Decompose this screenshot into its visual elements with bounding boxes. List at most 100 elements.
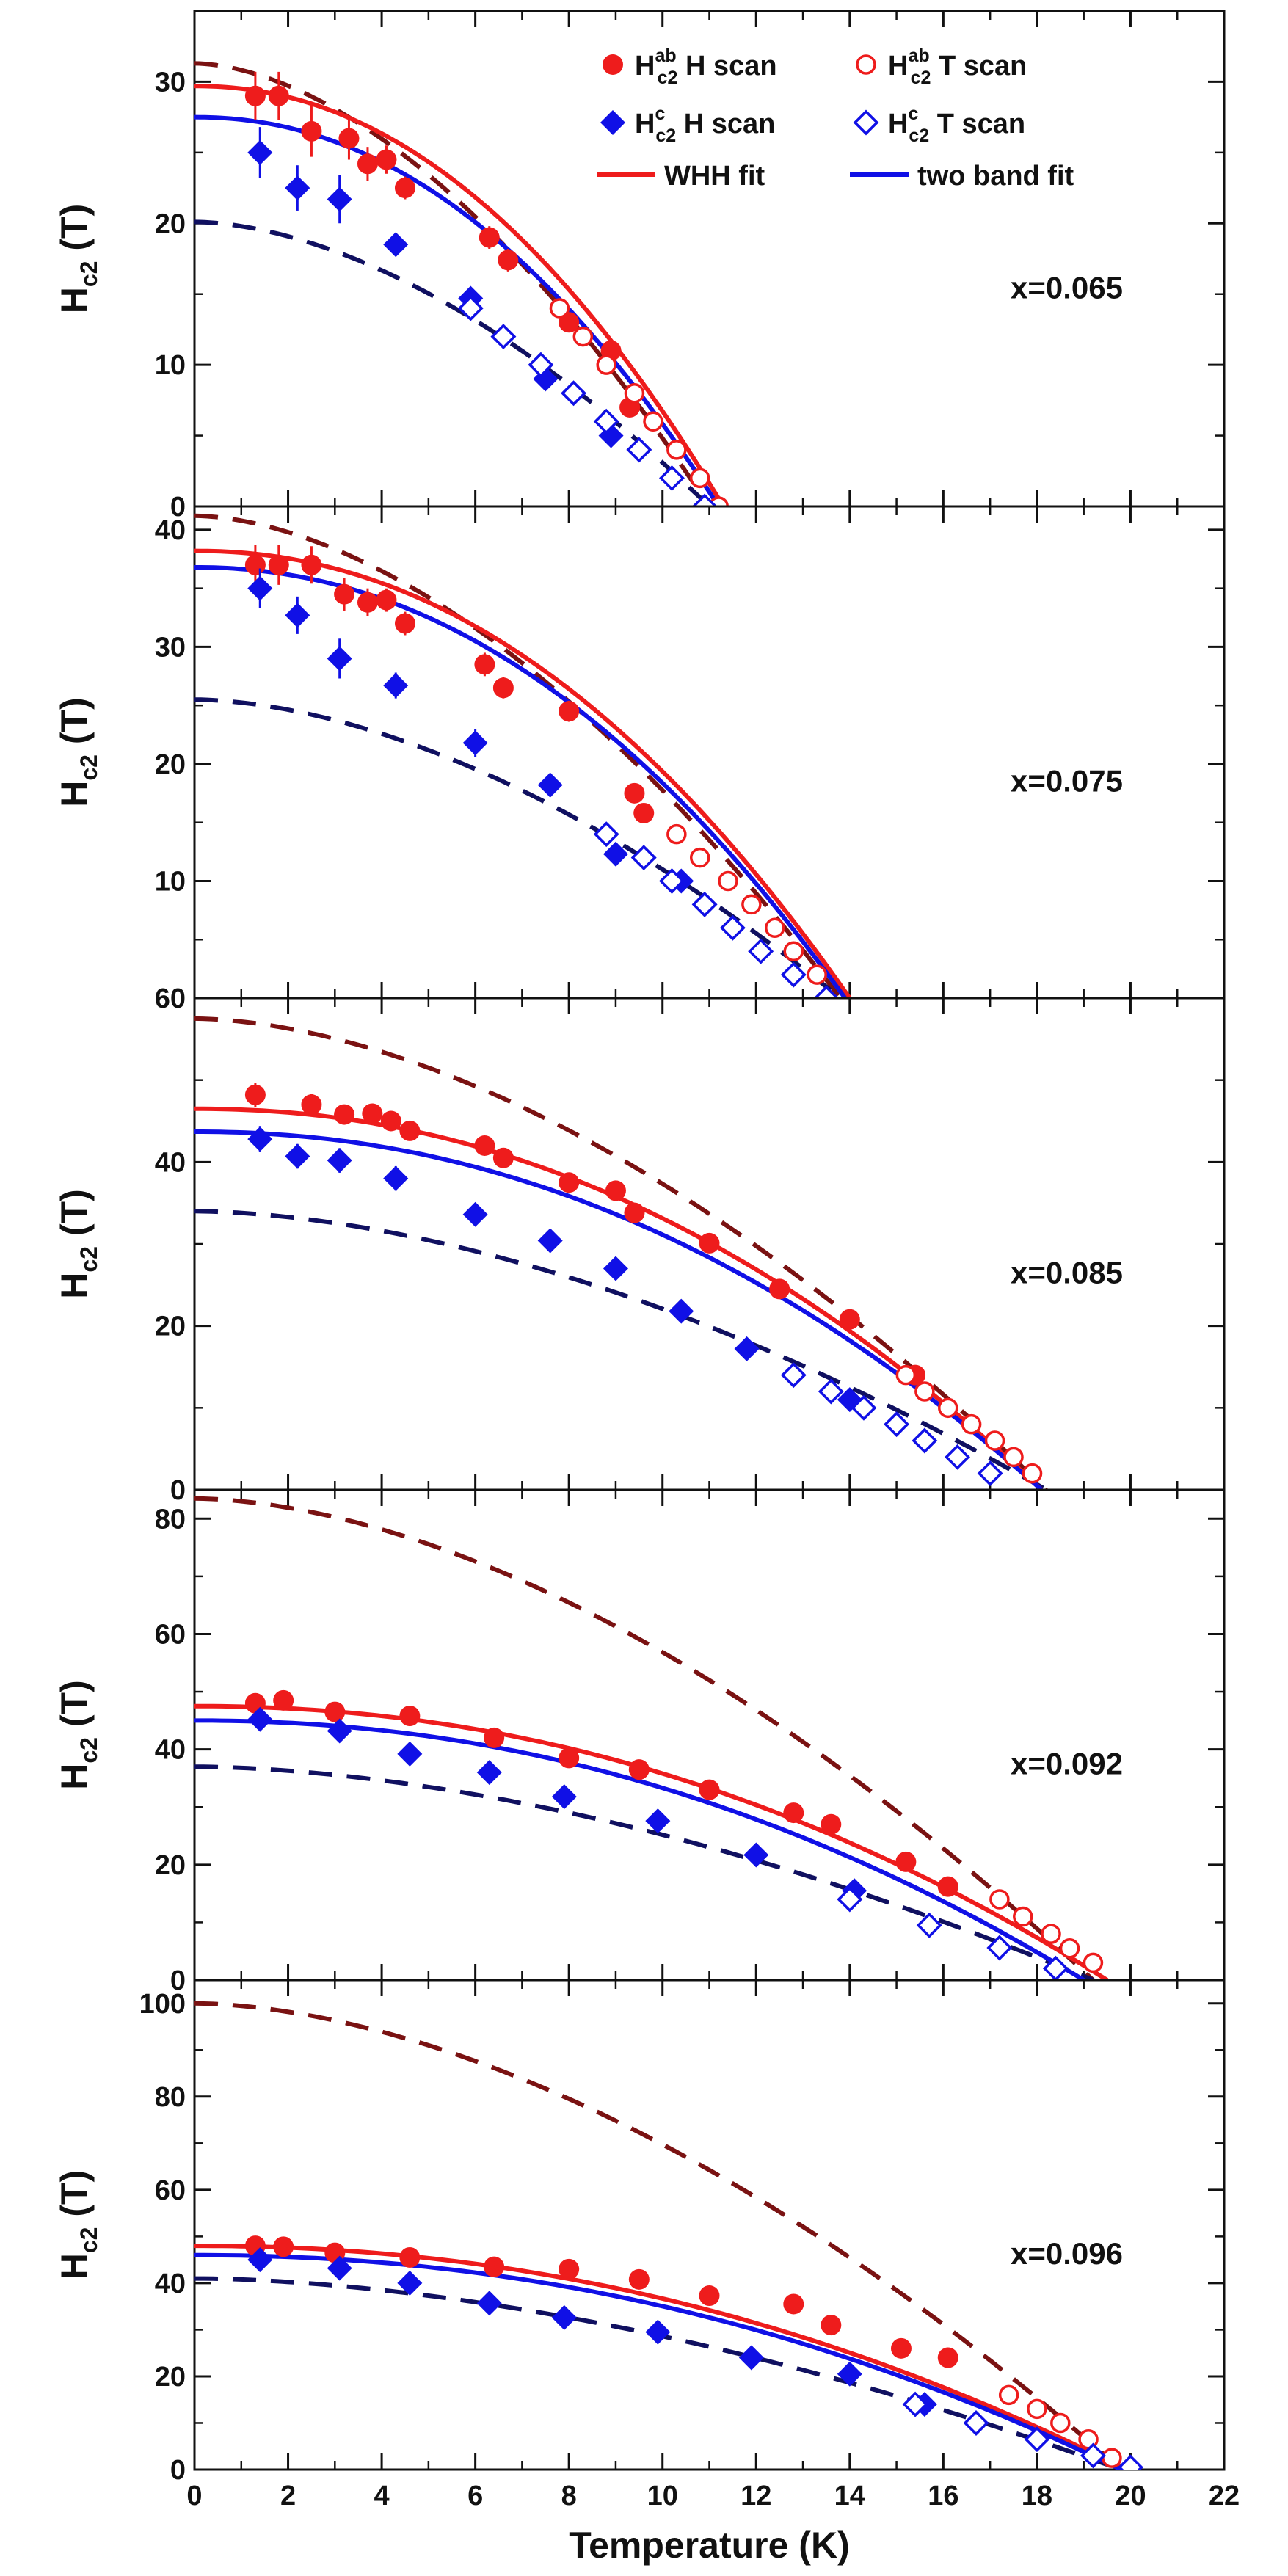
point-ab-h-scan [474, 654, 495, 675]
point-ab-t-scan [596, 354, 616, 375]
point-c-t-scan [916, 1912, 942, 1938]
point-c-h-scan [285, 175, 310, 201]
point-c-t-scan [1080, 2442, 1106, 2469]
dashed-ab-curve [194, 2001, 1123, 2470]
point-c-t-scan [884, 1411, 910, 1438]
point-ab-h-scan [699, 1779, 720, 1800]
plot-area [194, 1016, 1048, 1490]
legend-symbol [600, 110, 625, 135]
legend-label: Hc c2 T scan [888, 103, 1025, 146]
legend-label-main: WHH fit [664, 161, 765, 192]
point-c-t-scan [528, 352, 554, 378]
point-c-h-scan [645, 2319, 671, 2345]
x-tick-label: 12 [741, 2481, 771, 2511]
point-c-h-scan [551, 1784, 577, 1810]
legend-label-main: two band fit [917, 161, 1074, 192]
point-ab-h-scan [821, 1813, 842, 1835]
point-c-h-scan [645, 1808, 671, 1834]
point-ab-t-scan [741, 894, 762, 915]
point-ab-h-scan [937, 1876, 958, 1897]
point-ab-h-scan [559, 701, 580, 722]
point-c-t-scan [719, 914, 746, 941]
point-ab-h-scan [357, 592, 378, 613]
y-axis-title: Hc2 (T) [54, 204, 102, 313]
point-ab-t-scan [1003, 1447, 1024, 1468]
legend-label-sup: ab [655, 46, 676, 66]
point-ab-h-scan [394, 178, 415, 199]
point-ab-h-scan [301, 120, 322, 142]
legend-entry-whh: WHH fit [597, 161, 765, 192]
dashed-c-curve [194, 1209, 1048, 1490]
point-ab-h-scan [474, 1135, 495, 1156]
y-axis-title: Hc2 (T) [54, 1189, 102, 1298]
point-ab-h-scan [268, 85, 289, 106]
point-ab-h-scan [399, 1706, 421, 1727]
point-c-t-scan [691, 891, 718, 917]
point-ab-h-scan [334, 1104, 355, 1125]
x-tick-label: 16 [928, 2481, 958, 2511]
point-c-t-scan [626, 437, 652, 463]
point-ab-t-scan [1050, 2412, 1071, 2434]
point-c-h-scan [383, 1165, 409, 1191]
point-ab-t-scan [1041, 1924, 1061, 1944]
point-c-h-scan [285, 603, 310, 628]
y-axis-title-main: H [54, 2253, 95, 2280]
y-tick-label: 40 [155, 1147, 186, 1178]
point-c-t-scan [902, 2391, 928, 2417]
panel-frame [193, 505, 1226, 1000]
point-ab-t-scan [1013, 1906, 1033, 1927]
point-c-t-scan [691, 493, 718, 506]
point-ab-h-scan [376, 589, 397, 611]
y-tick-label: 100 [139, 1989, 186, 2020]
point-ab-h-scan [324, 1701, 346, 1722]
point-ab-h-scan [699, 1232, 720, 1254]
point-ab-h-scan [624, 782, 645, 804]
panel-1: 0 10 20 30 Hc2 (T) x=0.065 [54, 10, 1226, 523]
y-tick-label: 60 [155, 2175, 186, 2206]
point-ab-h-scan [492, 677, 514, 699]
point-ab-h-scan [628, 1759, 650, 1780]
point-c-t-scan [630, 845, 657, 871]
point-c-t-scan [813, 985, 840, 998]
point-ab-h-scan [301, 1094, 322, 1116]
point-ab-h-scan [783, 2293, 804, 2315]
point-ab-t-scan [895, 1364, 917, 1386]
point-ab-h-scan [839, 1309, 860, 1330]
point-ab-h-scan [783, 1802, 804, 1824]
point-ab-h-scan [394, 613, 415, 634]
y-tick-label: 0 [170, 1475, 186, 1506]
y-axis-title-sub: c2 [76, 1246, 102, 1273]
plot-area [194, 513, 852, 998]
point-c-t-scan [1117, 2454, 1143, 2470]
legend-label-sub: c2 [658, 68, 678, 88]
panel-3: 0 20 40 60 Hc2 (T) x=0.085 [54, 983, 1226, 1506]
point-ab-h-scan [244, 554, 266, 575]
point-c-h-scan [383, 673, 409, 699]
y-axis-title: Hc2 (T) [54, 697, 102, 807]
point-c-t-scan [748, 938, 774, 964]
point-c-h-scan [476, 1760, 502, 1786]
x-tick-label: 2 [280, 2481, 296, 2511]
y-tick-label: 0 [170, 492, 186, 523]
x-axis-title: Temperature (K) [569, 2525, 849, 2566]
legend-label-sup: c [908, 103, 918, 124]
point-ab-t-scan [666, 823, 687, 845]
y-axis-title-unit: (T) [54, 204, 95, 261]
two-band-fit-line [194, 114, 721, 506]
point-ab-h-scan [624, 1202, 645, 1223]
point-ab-t-scan [914, 1381, 935, 1402]
legend-entry-twoband: two band fit [850, 161, 1074, 192]
dashed-ab-curve [194, 61, 711, 506]
y-axis-title-sub: c2 [76, 754, 102, 781]
y-axis-title: Hc2 (T) [54, 1680, 102, 1789]
legend-symbol [853, 109, 879, 136]
point-ab-t-scan [961, 1413, 982, 1435]
x-tick-label: 0 [186, 2481, 202, 2511]
point-ab-h-scan [268, 554, 289, 575]
point-ab-t-scan [998, 2384, 1019, 2406]
legend-label-sub: c2 [909, 125, 929, 146]
point-ab-h-scan [821, 2315, 842, 2336]
legend-symbol [856, 54, 876, 75]
y-tick-label: 10 [155, 350, 186, 381]
